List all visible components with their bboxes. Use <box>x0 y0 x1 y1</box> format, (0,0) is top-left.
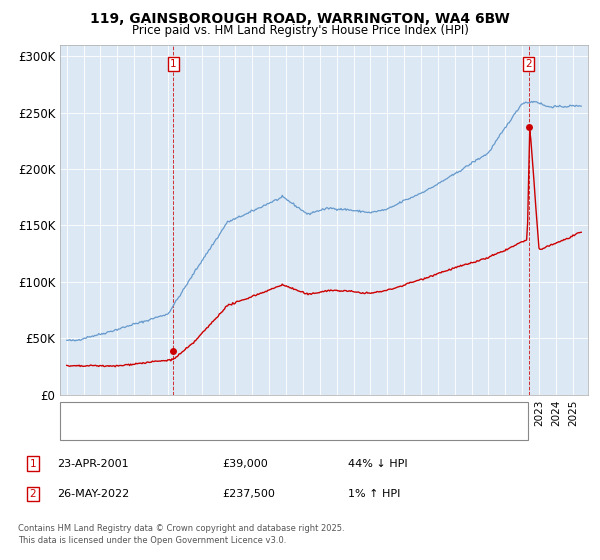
Text: 2: 2 <box>29 489 37 499</box>
Text: 119, GAINSBOROUGH ROAD, WARRINGTON, WA4 6BW (semi-detached house): 119, GAINSBOROUGH ROAD, WARRINGTON, WA4 … <box>96 407 485 417</box>
Text: Contains HM Land Registry data © Crown copyright and database right 2025.
This d: Contains HM Land Registry data © Crown c… <box>18 524 344 545</box>
Text: £39,000: £39,000 <box>222 459 268 469</box>
Text: Price paid vs. HM Land Registry's House Price Index (HPI): Price paid vs. HM Land Registry's House … <box>131 24 469 36</box>
Text: 1% ↑ HPI: 1% ↑ HPI <box>348 489 400 499</box>
Text: ——: —— <box>69 423 94 437</box>
Text: 2: 2 <box>526 59 532 69</box>
Text: 119, GAINSBOROUGH ROAD, WARRINGTON, WA4 6BW: 119, GAINSBOROUGH ROAD, WARRINGTON, WA4 … <box>90 12 510 26</box>
Text: 26-MAY-2022: 26-MAY-2022 <box>57 489 129 499</box>
Text: 44% ↓ HPI: 44% ↓ HPI <box>348 459 407 469</box>
Text: HPI: Average price, semi-detached house, Warrington: HPI: Average price, semi-detached house,… <box>96 425 363 435</box>
Text: 23-APR-2001: 23-APR-2001 <box>57 459 128 469</box>
Text: ——: —— <box>69 405 94 419</box>
Text: 1: 1 <box>29 459 37 469</box>
Text: 1: 1 <box>170 59 176 69</box>
Text: £237,500: £237,500 <box>222 489 275 499</box>
